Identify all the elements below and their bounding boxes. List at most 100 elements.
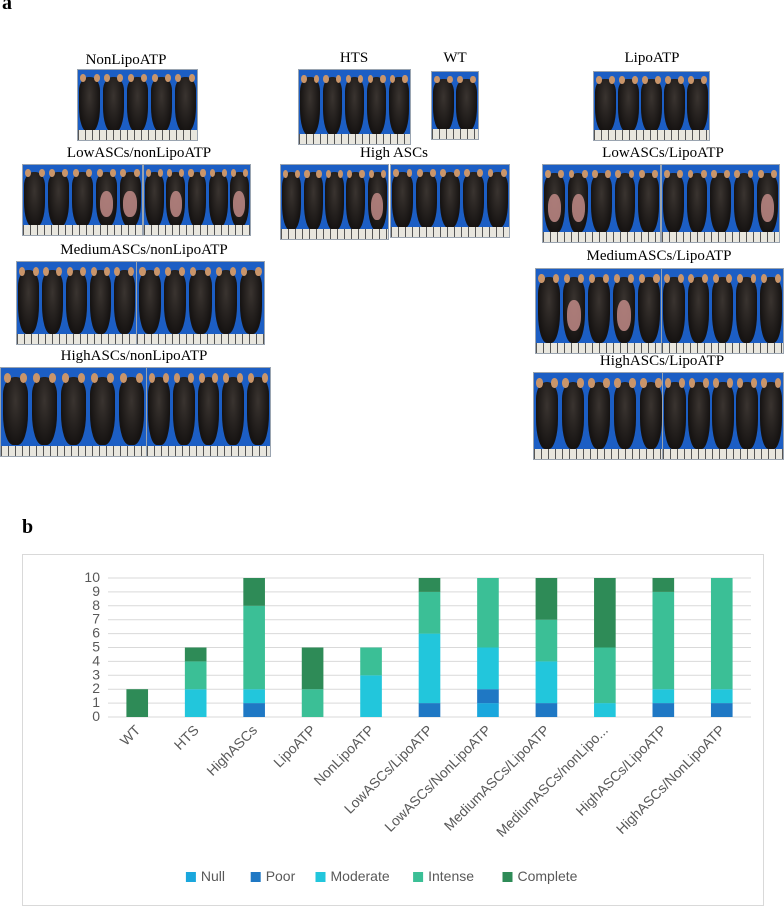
ruler xyxy=(137,334,264,344)
y-tick-label: 5 xyxy=(92,639,100,655)
hair-loss-patch xyxy=(566,300,581,332)
mouse-nonlipoatp xyxy=(79,74,101,132)
mouse-medium-nonlipo xyxy=(18,267,40,335)
group-label-high-lipo: HighASCs/LipoATP xyxy=(599,353,725,369)
ruler xyxy=(78,130,197,140)
mouse-nonlipoatp xyxy=(150,74,172,132)
mouse-high xyxy=(346,169,366,231)
mouse-photo-hts-1 xyxy=(298,69,411,145)
y-tick-label: 8 xyxy=(92,597,100,613)
x-tick-label: WT xyxy=(117,721,144,748)
mouse-high-nonlipo xyxy=(246,373,269,446)
ruler xyxy=(147,446,270,456)
mouse-nonlipoatp xyxy=(174,74,196,132)
mouse-high xyxy=(367,169,387,231)
legend-swatch-poor xyxy=(250,872,261,882)
mouse-high xyxy=(416,169,437,229)
bar-segment-complete xyxy=(418,578,441,592)
bar-segment-moderate xyxy=(652,689,675,704)
mouse-high-nonlipo xyxy=(118,373,145,446)
bar-segment-intense xyxy=(418,591,441,634)
mouse-hts xyxy=(389,74,409,136)
mouse-high-nonlipo xyxy=(148,373,171,446)
group-label-lipoatp: LipoATP xyxy=(624,50,680,66)
x-tick-label: MediumASCs/nonLipo... xyxy=(493,722,611,840)
mouse-high xyxy=(392,169,414,229)
mouse-hts xyxy=(322,74,343,136)
ruler xyxy=(281,229,388,239)
mouse-medium-lipo xyxy=(537,274,560,343)
panel-a-letter: a xyxy=(2,0,12,14)
bar-segment-poor xyxy=(477,689,499,704)
bar-segment-complete xyxy=(535,578,558,620)
mouse-lipoatp xyxy=(595,76,616,132)
bar-segment-moderate xyxy=(418,633,441,704)
hair-loss-patch xyxy=(571,193,585,222)
bar-segment-intense xyxy=(535,619,558,662)
mouse-medium-lipo xyxy=(760,274,782,343)
mouse-hts xyxy=(366,74,387,136)
mouse-medium-lipo xyxy=(663,274,685,343)
mouse-high xyxy=(463,169,484,229)
mouse-medium-lipo xyxy=(687,274,709,343)
ruler xyxy=(23,225,142,235)
mouse-high-lipo xyxy=(613,378,637,449)
mouse-photo-nonlipoatp-1 xyxy=(77,69,198,141)
mouse-high xyxy=(439,169,461,229)
mouse-high-lipo xyxy=(561,378,585,449)
bar-segment-intense xyxy=(594,647,616,704)
hair-loss-patch xyxy=(169,191,182,217)
hair-loss-patch xyxy=(123,191,137,217)
mouse-low-lipo xyxy=(710,169,731,233)
mouse-medium-lipo xyxy=(711,274,734,343)
legend-swatch-moderate xyxy=(315,872,326,882)
bar-segment-moderate xyxy=(184,689,207,717)
group-label-nonlipoatp: NonLipoATP xyxy=(85,52,167,68)
ruler xyxy=(144,225,250,235)
mouse-low-nonlipo xyxy=(95,169,117,227)
bar-segment-intense xyxy=(652,591,675,690)
mouse-hts xyxy=(300,74,320,136)
mouse-high-nonlipo xyxy=(60,373,87,446)
mouse-low-nonlipo xyxy=(72,169,93,227)
bar-segment-complete xyxy=(184,647,207,662)
mouse-wt xyxy=(433,76,454,131)
x-tick-label: HTS xyxy=(171,722,202,753)
y-tick-label: 6 xyxy=(92,625,100,641)
mouse-low-nonlipo xyxy=(48,169,70,227)
mouse-high xyxy=(303,169,323,231)
bar-segment-intense xyxy=(243,605,265,690)
stacked-bar-chart: 0 1 2 3 4 5 6 7 8 9 10 WT HTS HighASCs LipoATP NonLipoA… xyxy=(22,554,764,906)
mouse-low-nonlipo xyxy=(208,169,228,227)
bar-segment-moderate xyxy=(360,675,382,717)
mouse-medium-nonlipo xyxy=(214,267,238,335)
mouse-medium-nonlipo xyxy=(189,267,212,335)
mouse-low-nonlipo xyxy=(166,169,186,227)
mouse-medium-lipo xyxy=(638,274,661,343)
ruler xyxy=(536,343,662,353)
ruler xyxy=(534,449,664,459)
mouse-lipoatp xyxy=(687,76,708,132)
group-label-low-lipo: LowASCs/LipoATP xyxy=(602,145,724,161)
mouse-low-lipo xyxy=(614,169,636,233)
x-tick-label: HighASCs/NonLipoATP xyxy=(613,722,728,837)
legend-label-complete: Complete xyxy=(518,868,578,884)
mouse-lipoatp xyxy=(664,76,685,132)
mouse-photo-high-nonlipo-2 xyxy=(146,367,271,457)
mouse-photo-high-2 xyxy=(390,164,510,238)
mouse-low-lipo xyxy=(638,169,659,233)
y-tick-label: 2 xyxy=(92,680,100,696)
mouse-photo-low-lipo-2 xyxy=(661,164,780,243)
group-label-high: High ASCs xyxy=(360,145,428,161)
group-label-low-nonlipo: LowASCs/nonLipoATP xyxy=(66,145,212,161)
legend-label-intense: Intense xyxy=(428,868,474,884)
bar-segment-intense xyxy=(301,689,324,717)
mouse-wt xyxy=(456,76,477,131)
mouse-medium-lipo xyxy=(613,274,636,343)
mouse-medium-lipo xyxy=(562,274,585,343)
x-tick-label: LowASCs/NonLipoATP xyxy=(381,722,494,835)
hair-loss-patch xyxy=(371,192,384,220)
panel-b-letter: b xyxy=(22,516,34,538)
mouse-photo-low-lipo-1 xyxy=(542,164,661,243)
mouse-hts xyxy=(344,74,365,136)
